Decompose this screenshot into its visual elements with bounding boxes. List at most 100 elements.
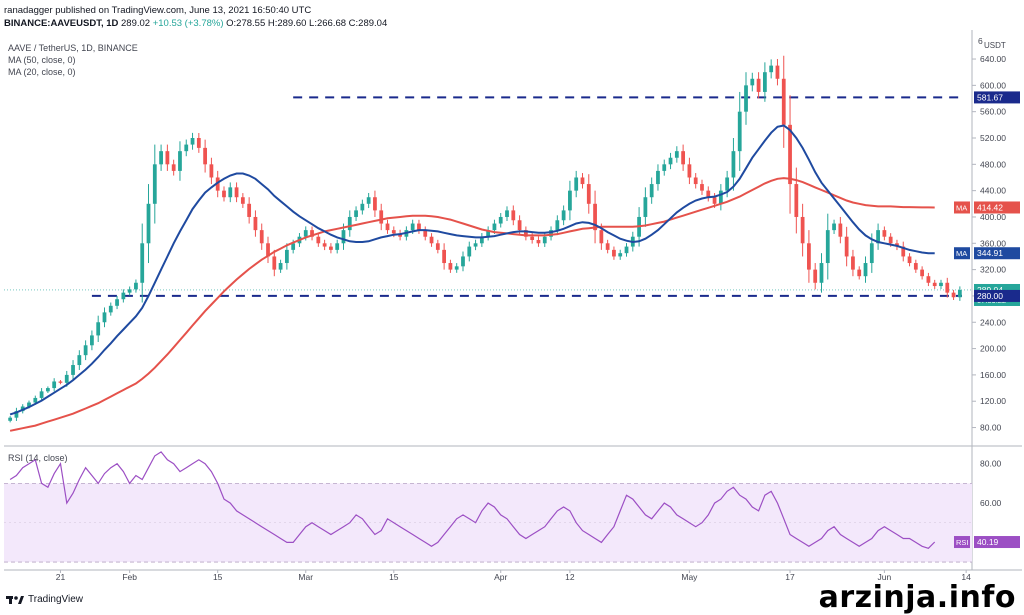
- candle-body: [876, 230, 880, 244]
- candle-body: [347, 216, 352, 231]
- candle-body: [8, 417, 13, 421]
- legend-ma50: MA (50, close, 0): [8, 55, 76, 65]
- candle-body: [668, 157, 673, 165]
- candle-body: [869, 243, 874, 264]
- rsi-tick-label: 80.00: [980, 459, 1002, 469]
- candle-body: [775, 65, 780, 79]
- candle-body: [71, 365, 75, 375]
- price-tag-prefix-bg: [954, 247, 970, 260]
- candle-body: [83, 345, 88, 356]
- candle-body: [322, 243, 327, 247]
- candle-body: [108, 305, 113, 313]
- rsi-tag-bg: [974, 536, 1020, 549]
- candle-body: [196, 138, 201, 148]
- y-tick-label: 400.00: [980, 212, 1006, 222]
- candle-body: [165, 151, 170, 165]
- candle-body: [844, 236, 849, 257]
- candle-body: [39, 391, 44, 398]
- candle-body: [737, 111, 742, 152]
- candle-body: [247, 203, 252, 217]
- candle-body: [901, 246, 906, 257]
- candle-body: [121, 292, 126, 300]
- price-change: +10.53 (+3.78%): [152, 18, 224, 29]
- candle-body: [863, 263, 868, 277]
- candle-body: [64, 374, 69, 383]
- candle-body: [52, 381, 57, 389]
- y-tick-label: 440.00: [980, 186, 1006, 196]
- candle-body: [341, 230, 346, 244]
- candle-body: [681, 151, 686, 165]
- candle-body: [542, 236, 547, 244]
- candle-body: [27, 402, 31, 407]
- candle-body: [448, 263, 453, 270]
- candle-body: [951, 292, 956, 298]
- y-tick-label: 240.00: [980, 317, 1006, 327]
- candle-body: [366, 197, 371, 204]
- candle-body: [360, 203, 365, 211]
- y-tick-label: 560.00: [980, 107, 1006, 117]
- candle-body: [461, 256, 465, 267]
- candle-body: [102, 312, 107, 323]
- candle-body: [45, 388, 50, 392]
- rsi-tag-prefix-bg: [954, 536, 970, 549]
- candle-body: [140, 243, 145, 283]
- candle-body: [209, 164, 214, 178]
- legend-ma20: MA (20, close, 0): [8, 67, 76, 77]
- x-tick-label: Jun: [878, 572, 892, 582]
- candle-body: [932, 282, 937, 287]
- candle-body: [693, 177, 698, 185]
- candle-body: [467, 246, 472, 257]
- price-tag-bg: [974, 247, 1020, 260]
- candle-body: [674, 151, 679, 158]
- candle-body: [756, 78, 761, 92]
- candle-body: [825, 230, 830, 264]
- ma50-line: [9, 177, 935, 432]
- x-tick-label: 15: [213, 572, 223, 582]
- symbol: BINANCE:AAVEUSDT, 1D: [4, 18, 119, 29]
- candle-body: [228, 187, 233, 198]
- candle-body: [316, 236, 321, 244]
- candle-body: [920, 269, 925, 277]
- candle-body: [178, 151, 182, 171]
- publish-line: ranadagger published on TradingView.com,…: [4, 5, 312, 16]
- rsi-line: [9, 451, 936, 549]
- y-tick-label: 120.00: [980, 396, 1006, 406]
- watermark: arzinja.info: [818, 580, 1016, 615]
- candle-body: [284, 249, 289, 264]
- candle-body: [90, 335, 94, 346]
- currency-label: USDT: [984, 41, 1006, 50]
- candle-body: [134, 282, 138, 290]
- y-tick-label: 200.00: [980, 344, 1006, 354]
- y-tick-label: 320.00: [980, 265, 1006, 275]
- price-tag-prefix-bg: [954, 201, 970, 214]
- candle-body: [788, 124, 792, 185]
- candle-body: [423, 230, 428, 237]
- last-price: 289.02: [121, 18, 151, 29]
- level-tag-label: 280.00: [977, 291, 1003, 301]
- y-tick-label: 600.00: [980, 80, 1006, 90]
- candle-body: [574, 177, 579, 191]
- candle-body: [555, 220, 560, 231]
- candle-body: [234, 187, 239, 198]
- candle-body: [435, 243, 440, 250]
- candle-body: [152, 164, 157, 204]
- x-tick-label: 21: [56, 572, 66, 582]
- chart-legend: AAVE / TetherUS, 1D, BINANCE MA (50, clo…: [8, 42, 138, 78]
- candle-body: [58, 381, 63, 383]
- candle-body: [718, 190, 723, 204]
- candle-body: [957, 290, 962, 298]
- x-tick-label: Mar: [298, 572, 313, 582]
- tradingview-logo-icon: [6, 595, 24, 604]
- candle-body: [549, 230, 553, 237]
- candle-body: [159, 151, 163, 165]
- rsi-tag-prefix: RSI: [956, 538, 969, 547]
- candle-body: [851, 256, 855, 270]
- level-tag-label: 581.67: [977, 92, 1003, 102]
- candle-body: [762, 72, 767, 92]
- candle-body: [310, 230, 314, 237]
- tradingview-logo[interactable]: TradingView: [6, 594, 83, 605]
- candle-body: [618, 253, 623, 257]
- candle-body: [479, 236, 484, 244]
- candle-body: [819, 263, 824, 283]
- y-tick-label: 480.00: [980, 159, 1006, 169]
